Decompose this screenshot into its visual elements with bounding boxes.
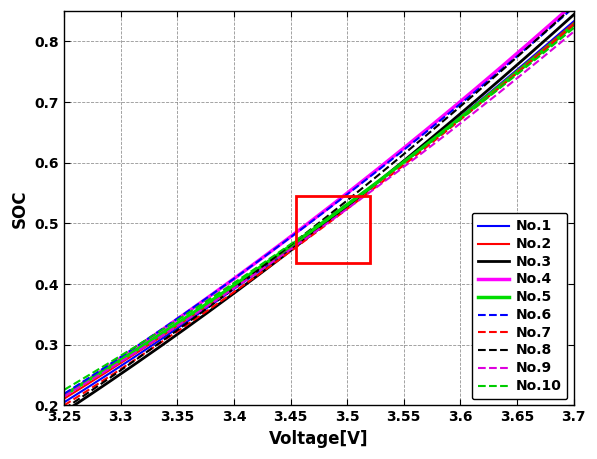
No.3 (262, 267, 269, 272)
No.10 (428, 138, 435, 144)
No.10 (381, 174, 388, 179)
No.8 (122, 364, 129, 370)
No.9 (570, 29, 577, 34)
No.9 (262, 264, 269, 269)
Line: No.5: No.5 (64, 25, 574, 395)
No.7 (381, 177, 388, 183)
No.5 (431, 135, 438, 141)
No.5 (227, 285, 234, 291)
Line: No.3: No.3 (64, 15, 574, 412)
No.2 (262, 262, 269, 268)
No.9 (227, 288, 234, 294)
No.4 (227, 279, 234, 284)
No.3 (381, 174, 388, 179)
No.2 (428, 137, 435, 143)
No.4 (431, 120, 438, 126)
No.2 (431, 135, 438, 141)
No.1 (428, 137, 435, 142)
No.7 (122, 363, 129, 369)
Line: No.10: No.10 (64, 28, 574, 390)
No.9 (431, 141, 438, 146)
No.3 (122, 368, 129, 374)
Line: No.4: No.4 (64, 4, 574, 396)
No.2 (227, 287, 234, 292)
No.8 (431, 126, 438, 131)
No.10 (122, 350, 129, 356)
No.7 (227, 292, 234, 297)
No.2 (381, 174, 388, 179)
No.5 (570, 22, 577, 28)
No.6 (262, 253, 269, 258)
No.10 (570, 25, 577, 31)
No.5 (428, 138, 435, 143)
Line: No.7: No.7 (64, 24, 574, 405)
No.2 (122, 357, 129, 363)
No.4 (570, 1, 577, 6)
Line: No.8: No.8 (64, 6, 574, 409)
Y-axis label: SOC: SOC (11, 189, 29, 228)
No.9 (60, 393, 67, 399)
No.4 (262, 252, 269, 258)
No.9 (428, 143, 435, 148)
X-axis label: Voltage[V]: Voltage[V] (269, 430, 368, 448)
No.2 (60, 396, 67, 402)
No.6 (381, 162, 388, 168)
Line: No.2: No.2 (64, 23, 574, 399)
No.10 (262, 258, 269, 264)
No.1 (227, 289, 234, 294)
No.10 (431, 136, 438, 142)
No.6 (227, 279, 234, 284)
No.7 (431, 138, 438, 144)
No.1 (60, 399, 67, 405)
No.3 (227, 293, 234, 299)
No.1 (262, 263, 269, 269)
No.3 (428, 135, 435, 140)
No.6 (428, 124, 435, 130)
No.8 (227, 289, 234, 294)
No.4 (381, 161, 388, 166)
No.8 (570, 4, 577, 9)
No.6 (431, 123, 438, 128)
No.8 (381, 167, 388, 173)
No.6 (60, 391, 67, 397)
No.8 (60, 406, 67, 412)
Bar (296, 196, 370, 263)
No.7 (428, 140, 435, 146)
No.3 (431, 133, 438, 138)
No.6 (570, 5, 577, 10)
No.3 (570, 12, 577, 17)
No.5 (60, 392, 67, 398)
No.4 (60, 393, 67, 398)
Legend: No.1, No.2, No.3, No.4, No.5, No.6, No.7, No.8, No.9, No.10: No.1, No.2, No.3, No.4, No.5, No.6, No.7… (472, 213, 567, 399)
No.5 (122, 354, 129, 360)
No.6 (122, 351, 129, 357)
No.4 (122, 352, 129, 358)
Line: No.9: No.9 (64, 32, 574, 396)
No.8 (262, 262, 269, 267)
No.2 (570, 21, 577, 26)
No.9 (381, 179, 388, 184)
No.7 (60, 403, 67, 408)
No.10 (60, 387, 67, 392)
No.3 (60, 409, 67, 415)
No.4 (428, 123, 435, 128)
No.8 (428, 128, 435, 134)
No.10 (227, 283, 234, 288)
No.1 (570, 19, 577, 24)
No.9 (122, 356, 129, 362)
No.7 (570, 22, 577, 27)
Line: No.6: No.6 (64, 7, 574, 394)
No.1 (122, 360, 129, 366)
No.7 (262, 266, 269, 272)
No.5 (381, 174, 388, 179)
No.1 (431, 135, 438, 140)
Line: No.1: No.1 (64, 22, 574, 402)
No.5 (262, 260, 269, 266)
No.1 (381, 174, 388, 180)
